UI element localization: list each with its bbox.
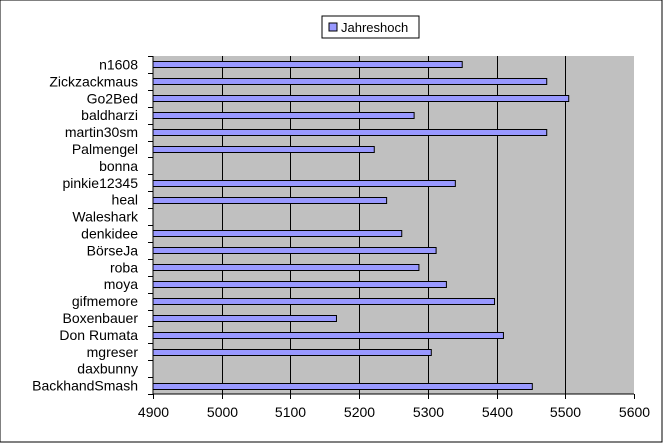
legend-label: Jahreshoch: [341, 20, 408, 35]
category-label: n1608: [99, 56, 138, 72]
bar: [152, 61, 463, 68]
x-tick-label: 5100: [275, 404, 306, 420]
bar: [152, 247, 437, 254]
category-labels: n1608ZickzackmausGo2Bedbaldharzimartin30…: [32, 56, 139, 393]
category-label: martin30sm: [65, 124, 138, 140]
category-label: daxbunny: [77, 361, 138, 377]
x-tick-label: 5500: [550, 404, 581, 420]
category-label: heal: [112, 192, 138, 208]
x-tick-labels: 4900 5000 5100 5200 5300 5400 5500 5600: [138, 404, 650, 420]
category-label: Zickzackmaus: [49, 73, 138, 89]
category-label: Waleshark: [72, 209, 139, 225]
category-label: gifmemore: [72, 293, 138, 309]
bars: [152, 61, 570, 390]
x-tick-label: 5000: [207, 404, 238, 420]
category-label: Palmengel: [72, 141, 138, 157]
category-label: mgreser: [87, 344, 139, 360]
bar: [152, 197, 388, 204]
category-label: BackhandSmash: [32, 378, 138, 394]
category-label: Go2Bed: [87, 90, 138, 106]
bar: [152, 264, 420, 271]
legend-box: [321, 15, 420, 39]
x-ticks: [153, 394, 635, 399]
y-ticks: [148, 56, 153, 395]
bar: [152, 78, 548, 85]
category-label: Don Rumata: [59, 327, 138, 343]
bar: [152, 332, 504, 339]
legend: Jahreshoch: [321, 15, 420, 39]
bar: [152, 383, 533, 390]
category-label: moya: [104, 276, 138, 292]
category-label: BörseJa: [87, 242, 139, 258]
bar: [152, 315, 337, 322]
bar: [152, 112, 415, 119]
bar: [152, 349, 432, 356]
bar: [152, 230, 403, 237]
x-tick-label: 4900: [138, 404, 169, 420]
x-tick-label: 5200: [344, 404, 375, 420]
category-label: baldharzi: [81, 107, 138, 123]
category-label: bonna: [99, 158, 138, 174]
bar: [152, 146, 375, 153]
x-tick-label: 5400: [482, 404, 513, 420]
category-label: pinkie12345: [62, 175, 138, 191]
bar: [152, 95, 570, 102]
legend-swatch: [328, 22, 338, 32]
bar: [152, 281, 447, 288]
x-tick-label: 5300: [413, 404, 444, 420]
x-tick-label: 5600: [619, 404, 650, 420]
category-label: Boxenbauer: [62, 310, 138, 326]
bar: [152, 129, 548, 136]
category-label: denkidee: [81, 225, 138, 241]
bar: [152, 180, 456, 187]
plot-area: [153, 56, 634, 394]
bar: [152, 298, 496, 305]
category-label: roba: [110, 259, 138, 275]
